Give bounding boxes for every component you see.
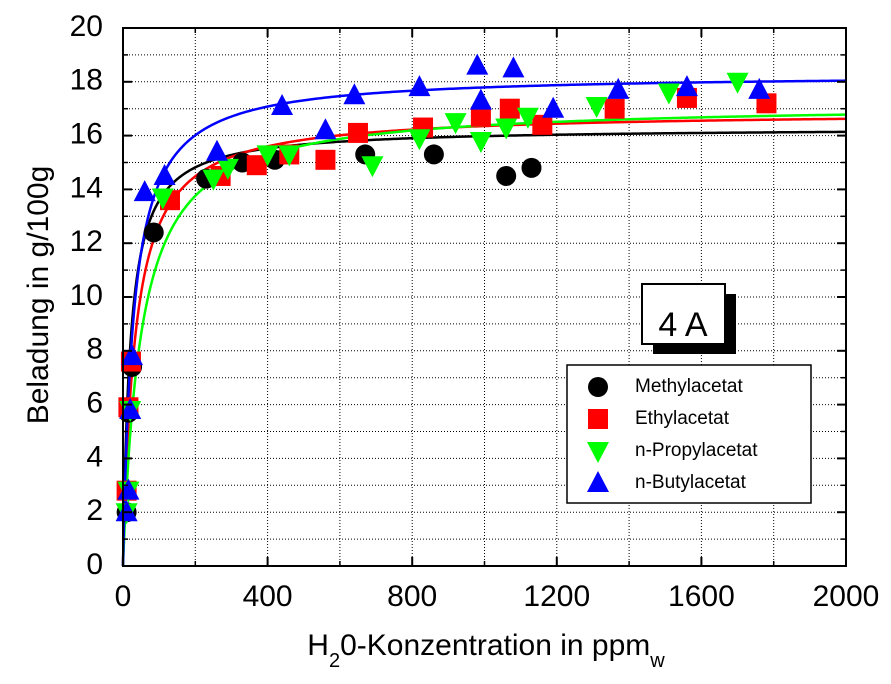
data-point [469, 131, 492, 153]
legend-label: Ethylacetat [635, 408, 730, 429]
y-tick-label: 20 [70, 10, 103, 43]
legend-label: Methylacetat [635, 376, 743, 397]
data-point [408, 75, 431, 97]
x-axis-title-main: H [307, 629, 329, 662]
y-tick-label: 0 [86, 548, 103, 581]
data-point [466, 53, 489, 75]
data-point [315, 149, 336, 170]
data-point [496, 165, 517, 186]
grid-lines [123, 28, 846, 566]
data-point [607, 77, 630, 99]
legend-label: n-Butylacetat [635, 472, 747, 493]
data-point [657, 83, 680, 105]
data-point [516, 107, 539, 129]
axis-ticks: 0 400 800 1200 1600 2000 0 2 4 6 8 10 12 14 16 18 20 [70, 10, 880, 613]
data-point [151, 188, 174, 210]
data-point [256, 145, 279, 167]
x-axis-title-subscript: 2 [329, 650, 340, 672]
data-point [205, 139, 228, 161]
y-tick-label: 12 [70, 225, 103, 258]
series-methylacetat [116, 144, 542, 523]
data-point [502, 56, 525, 78]
data-point [726, 72, 749, 94]
x-tick-label: 0 [115, 580, 132, 613]
data-point [748, 77, 771, 99]
data-point [121, 344, 144, 366]
data-point [133, 180, 156, 202]
data-point [202, 169, 225, 191]
fit-curve-n-propylacetat [121, 113, 847, 566]
legend-marker-methylacetat [588, 377, 608, 397]
x-axis-title-unit-subscript: w [649, 650, 665, 672]
data-point [115, 500, 138, 522]
legend-marker-n-butylacetat [587, 471, 609, 492]
y-axis-title: Beladung in g/100g [22, 166, 55, 425]
y-tick-label: 2 [86, 494, 103, 527]
data-point [542, 96, 565, 118]
y-tick-label: 14 [70, 171, 103, 204]
x-tick-label: 1200 [523, 580, 590, 613]
y-tick-label: 16 [70, 118, 103, 151]
data-point [361, 156, 384, 178]
data-point [521, 157, 542, 178]
data-point [675, 75, 698, 97]
fit-curve-n-butylacetat [121, 79, 847, 566]
data-point [532, 114, 553, 135]
data-point [495, 118, 518, 140]
data-point [343, 83, 366, 105]
y-tick-label: 4 [86, 440, 103, 473]
x-tick-label: 800 [387, 580, 437, 613]
data-point [347, 122, 368, 143]
y-tick-label: 8 [86, 333, 103, 366]
data-point [278, 145, 301, 167]
data-point [314, 118, 337, 140]
legend: Methylacetat Ethylacetat n-Propylacetat n-B… [566, 364, 812, 504]
data-point [143, 222, 164, 243]
y-tick-label: 18 [70, 64, 103, 97]
x-tick-label: 1600 [668, 580, 735, 613]
data-point [499, 98, 520, 119]
fit-curves [121, 79, 847, 566]
data-point [444, 113, 467, 135]
series-n-butylacetat [115, 53, 771, 522]
data-point [470, 106, 491, 127]
x-axis-title-rest: 0-Konzentration in ppm [340, 629, 650, 662]
data-point [119, 397, 142, 419]
legend-marker-n-propylacetat [587, 442, 609, 463]
fit-curve-ethylacetat [121, 117, 847, 566]
data-point [469, 88, 492, 110]
legend-marker-ethylacetat [588, 409, 608, 429]
data-point [585, 97, 608, 119]
data-point [153, 163, 176, 185]
data-point [604, 98, 625, 119]
annotation-label: 4 A [658, 306, 707, 344]
y-tick-label: 10 [70, 279, 103, 312]
x-tick-label: 2000 [813, 580, 880, 613]
data-point [271, 94, 294, 116]
annotation-box: 4 A [641, 283, 736, 354]
x-axis-title: H20-Konzentration in ppmw [307, 629, 665, 672]
data-point [423, 144, 444, 165]
data-point [408, 129, 431, 151]
data-point [246, 155, 267, 176]
series-n-propylacetat [115, 72, 749, 525]
data-point [216, 158, 239, 180]
y-tick-label: 6 [86, 387, 103, 420]
legend-label: n-Propylacetat [635, 440, 758, 461]
x-tick-label: 400 [243, 580, 293, 613]
